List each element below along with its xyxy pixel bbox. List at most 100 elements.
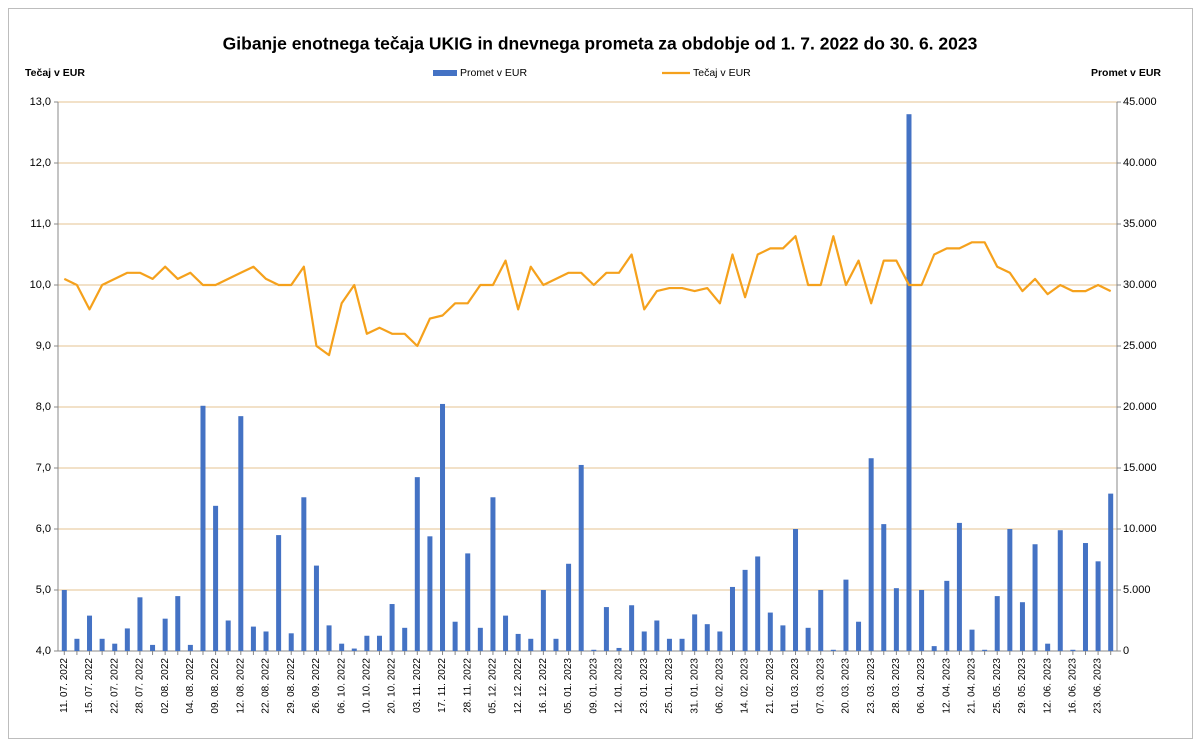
bar — [666, 638, 672, 651]
y-tick-label: 6,0 — [36, 523, 51, 535]
y2-tick-label: 5.000 — [1123, 584, 1151, 596]
bar — [994, 596, 1000, 651]
x-tick-label: 06. 02. 2023 — [715, 658, 726, 714]
y-tick-label: 7,0 — [36, 462, 51, 474]
x-tick-label: 16. 06. 2023 — [1068, 658, 1079, 714]
bar — [654, 620, 660, 651]
x-tick-label: 12. 12. 2022 — [513, 658, 524, 714]
x-tick-label: 12. 04. 2023 — [941, 658, 952, 714]
bar — [137, 597, 143, 651]
bar — [881, 524, 887, 651]
bar — [477, 627, 483, 651]
bar — [150, 644, 156, 651]
y2-tick-label: 10.000 — [1123, 523, 1157, 535]
bar — [1095, 561, 1101, 651]
chart-frame — [8, 8, 1193, 739]
bar — [427, 536, 433, 651]
x-tick-label: 07. 03. 2023 — [815, 658, 826, 714]
bar — [704, 624, 710, 651]
x-tick-label: 15. 07. 2022 — [84, 658, 95, 714]
x-tick-label: 25. 01. 2023 — [664, 658, 675, 714]
bar — [591, 649, 597, 651]
bar — [528, 638, 534, 651]
bar — [566, 563, 572, 651]
bar — [1007, 529, 1013, 651]
x-tick-label: 16. 12. 2022 — [538, 658, 549, 714]
y2-tick-label: 25.000 — [1123, 340, 1157, 352]
bar — [692, 614, 698, 651]
legend-label: Tečaj v EUR — [693, 67, 751, 79]
bar — [376, 635, 382, 651]
y-tick-label: 12,0 — [30, 157, 51, 169]
bar — [402, 627, 408, 651]
x-tick-label: 11. 07. 2022 — [59, 658, 70, 713]
bar — [868, 458, 874, 651]
bar — [1019, 602, 1025, 651]
bar — [263, 631, 269, 651]
x-tick-label: 12. 08. 2022 — [235, 658, 246, 714]
bar — [742, 569, 748, 651]
y2-tick-label: 45.000 — [1123, 96, 1157, 108]
bar — [793, 529, 799, 651]
bar — [74, 638, 80, 651]
bar — [1082, 543, 1088, 651]
y-axis-label: Tečaj v EUR — [25, 67, 85, 79]
bar — [830, 649, 836, 651]
x-tick-label: 12. 01. 2023 — [614, 658, 625, 714]
y2-axis-label: Promet v EUR — [1091, 67, 1161, 79]
legend-label: Promet v EUR — [460, 67, 528, 79]
y-tick-label: 5,0 — [36, 584, 51, 596]
bar — [364, 635, 370, 651]
bar — [603, 607, 609, 651]
bar — [629, 605, 635, 651]
x-tick-label: 28. 03. 2023 — [891, 658, 902, 714]
x-tick-label: 02. 08. 2022 — [160, 658, 171, 714]
x-tick-label: 17. 11. 2022 — [437, 658, 448, 713]
x-tick-label: 29. 05. 2023 — [1017, 658, 1028, 714]
y-tick-label: 11,0 — [30, 218, 51, 230]
y2-tick-label: 15.000 — [1123, 462, 1157, 474]
bar — [805, 627, 811, 651]
bar — [616, 647, 622, 651]
bar — [818, 590, 824, 651]
x-tick-label: 01. 03. 2023 — [790, 658, 801, 714]
x-tick-label: 03. 11. 2022 — [412, 658, 423, 713]
x-tick-label: 28. 11. 2022 — [462, 658, 473, 713]
bar — [717, 631, 723, 651]
bar — [187, 644, 193, 651]
bar — [490, 497, 496, 651]
x-tick-label: 12. 06. 2023 — [1042, 658, 1053, 714]
x-tick-label: 23. 03. 2023 — [866, 658, 877, 714]
bar — [843, 579, 849, 651]
x-tick-label: 31. 01. 2023 — [689, 658, 700, 714]
bar — [112, 643, 118, 651]
bar — [755, 556, 761, 651]
x-tick-label: 09. 08. 2022 — [210, 658, 221, 714]
bar — [1057, 530, 1063, 651]
bar — [578, 464, 584, 651]
line — [63, 235, 1112, 357]
bar — [641, 631, 647, 651]
bar — [553, 638, 559, 651]
x-tick-label: 28. 07. 2022 — [135, 658, 146, 714]
y2-tick-label: 35.000 — [1123, 218, 1157, 230]
bar — [175, 596, 181, 651]
x-tick-label: 20. 10. 2022 — [387, 658, 398, 714]
bar — [956, 522, 962, 651]
x-tick-label: 21. 02. 2023 — [765, 658, 776, 714]
bar — [767, 612, 773, 651]
bar — [503, 615, 509, 651]
bar — [313, 565, 319, 651]
bar — [351, 648, 357, 651]
x-tick-label: 29. 08. 2022 — [286, 658, 297, 714]
bar — [944, 580, 950, 651]
bar — [99, 638, 105, 651]
x-tick-label: 22. 08. 2022 — [261, 658, 272, 714]
bar — [213, 505, 219, 651]
chart-title: Gibanje enotnega tečaja UKIG in dnevnega… — [223, 34, 978, 54]
bar — [200, 405, 206, 651]
x-tick-label: 21. 04. 2023 — [967, 658, 978, 714]
bar — [679, 638, 685, 651]
bar — [1108, 493, 1114, 651]
y-tick-label: 8,0 — [36, 401, 51, 413]
